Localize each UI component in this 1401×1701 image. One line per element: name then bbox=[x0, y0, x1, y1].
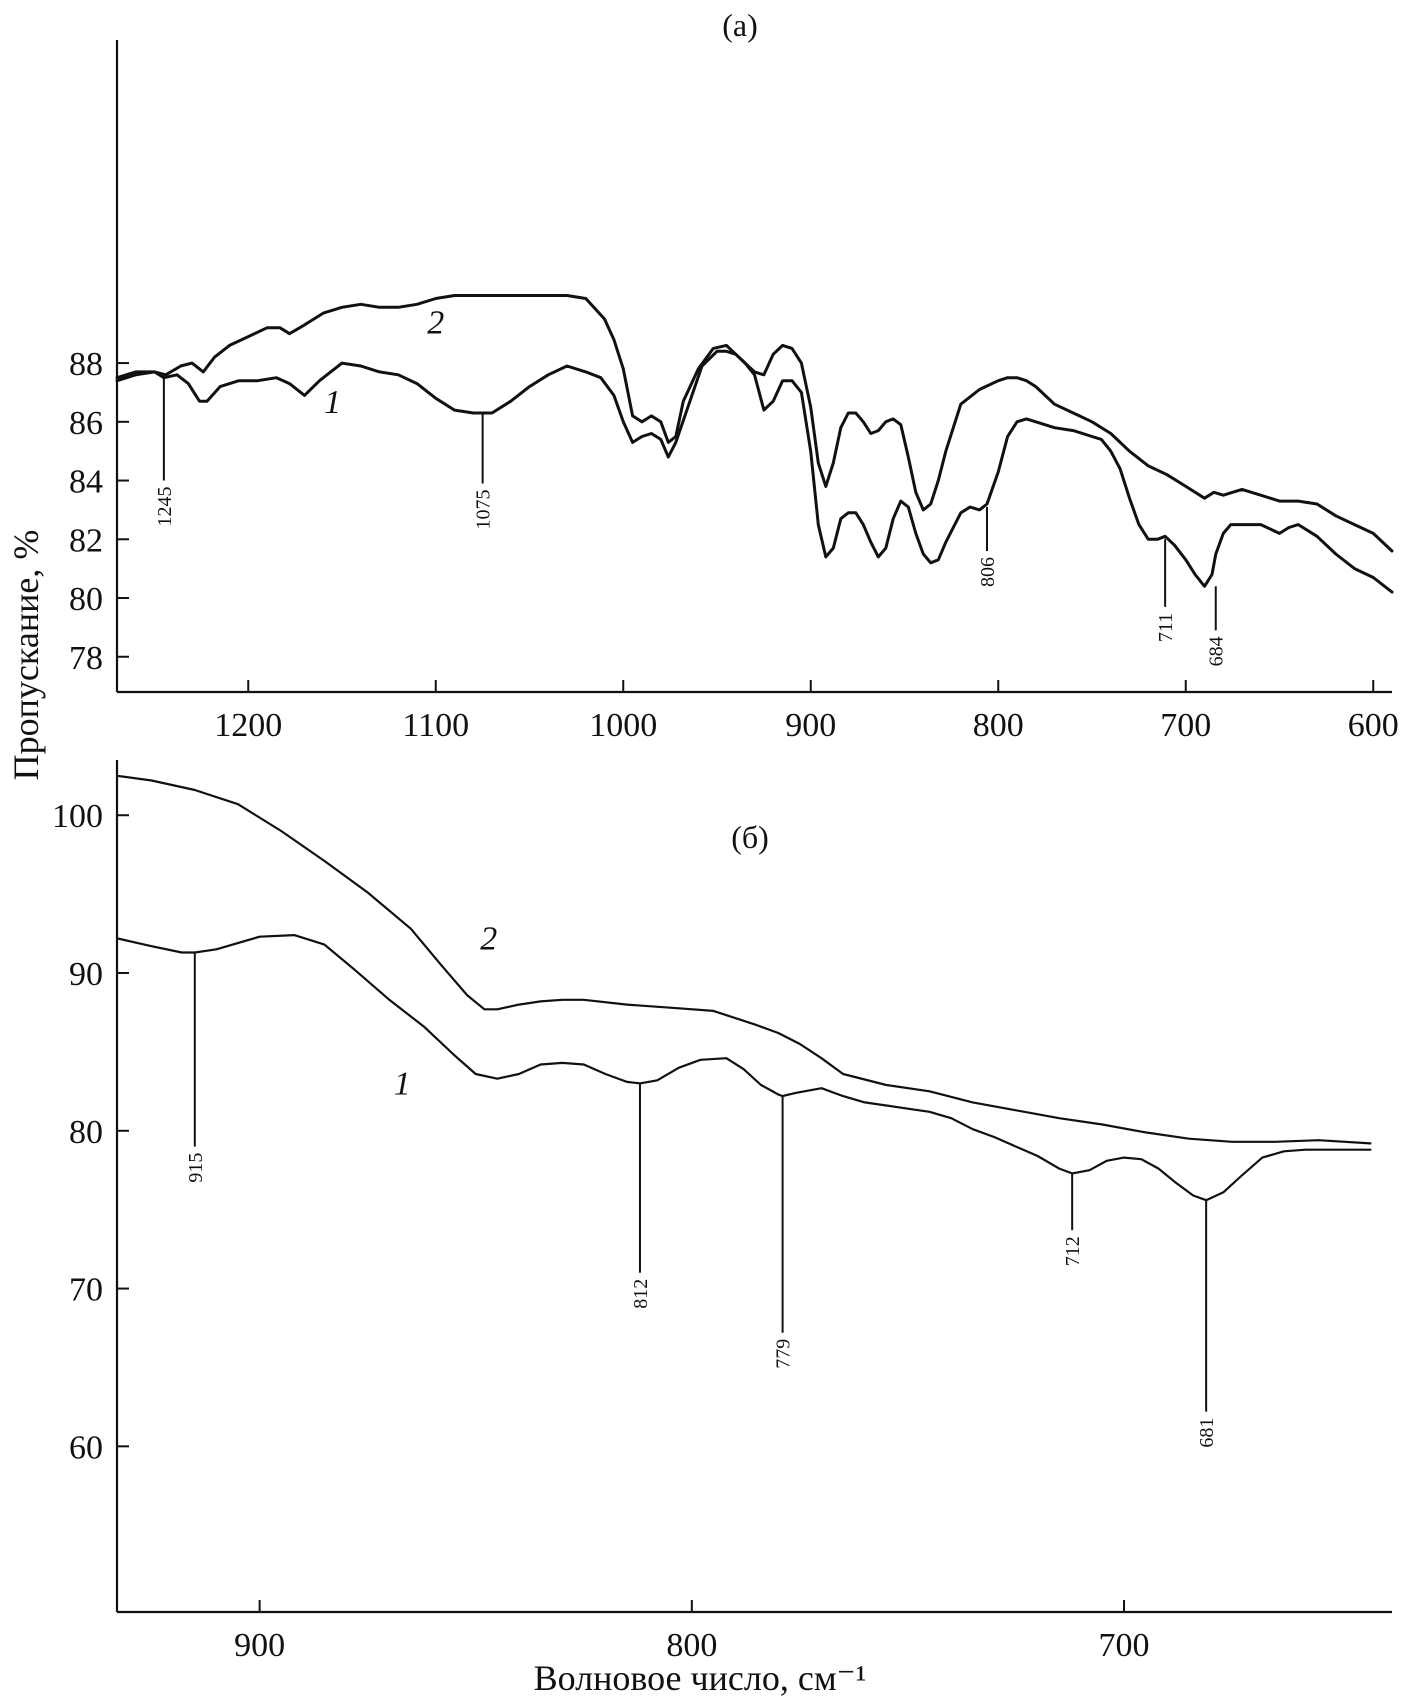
series-1-line bbox=[115, 934, 1372, 1202]
peak-label: 779 bbox=[773, 1339, 795, 1369]
panel-title: (а) bbox=[722, 7, 758, 43]
panel-title: (б) bbox=[731, 819, 769, 855]
x-tick-label: 700 bbox=[1099, 1627, 1150, 1664]
x-tick-label: 600 bbox=[1348, 707, 1399, 744]
panel-b: 60 70 80 90 100 900 800 700 (б) 1 2 915 812 779 712 681 bbox=[52, 760, 1392, 1664]
series-1-label: 1 bbox=[394, 1065, 411, 1102]
y-tick-label: 90 bbox=[69, 956, 103, 993]
series-1-label: 1 bbox=[324, 384, 341, 421]
y-tick-label: 84 bbox=[69, 464, 103, 501]
y-tick-label: 86 bbox=[69, 405, 103, 442]
y-tick-label: 60 bbox=[69, 1429, 103, 1466]
y-tick-label: 80 bbox=[69, 1114, 103, 1151]
peak-label: 681 bbox=[1196, 1418, 1218, 1448]
y-tick-label: 80 bbox=[69, 581, 103, 618]
peak-label: 812 bbox=[630, 1279, 652, 1309]
peak-label: 1075 bbox=[473, 489, 495, 529]
peak-label: 711 bbox=[1155, 613, 1177, 642]
series-2-line bbox=[115, 294, 1394, 553]
y-axis-title: Пропускание, % bbox=[6, 530, 46, 781]
peak-label: 712 bbox=[1062, 1236, 1084, 1266]
x-tick-label: 900 bbox=[785, 707, 836, 744]
x-tick-label: 800 bbox=[973, 707, 1024, 744]
x-axis-title: Волновое число, см⁻¹ bbox=[534, 1658, 867, 1698]
y-tick-label: 88 bbox=[69, 346, 103, 383]
peak-label: 1245 bbox=[154, 487, 176, 527]
y-tick-label: 70 bbox=[69, 1272, 103, 1309]
x-tick-label: 1000 bbox=[589, 707, 657, 744]
x-tick-label: 900 bbox=[234, 1627, 285, 1664]
series-2-label: 2 bbox=[480, 920, 497, 957]
series-2-line bbox=[115, 774, 1372, 1145]
peak-label: 915 bbox=[185, 1153, 207, 1183]
peak-label: 684 bbox=[1206, 636, 1228, 666]
x-tick-label: 800 bbox=[666, 1627, 717, 1664]
x-tick-label: 1200 bbox=[214, 707, 282, 744]
x-tick-label: 700 bbox=[1160, 707, 1211, 744]
y-tick-label: 100 bbox=[52, 798, 103, 835]
x-tick-label: 1100 bbox=[402, 707, 469, 744]
y-tick-label: 78 bbox=[69, 640, 103, 677]
y-tick-label: 82 bbox=[69, 522, 103, 559]
panel-a: 78 80 82 84 86 88 1200 1100 1000 900 800 700 600 (а) 1… bbox=[69, 7, 1399, 744]
series-2-label: 2 bbox=[427, 305, 444, 342]
peak-label: 806 bbox=[977, 557, 999, 587]
series-1-line bbox=[115, 349, 1394, 594]
